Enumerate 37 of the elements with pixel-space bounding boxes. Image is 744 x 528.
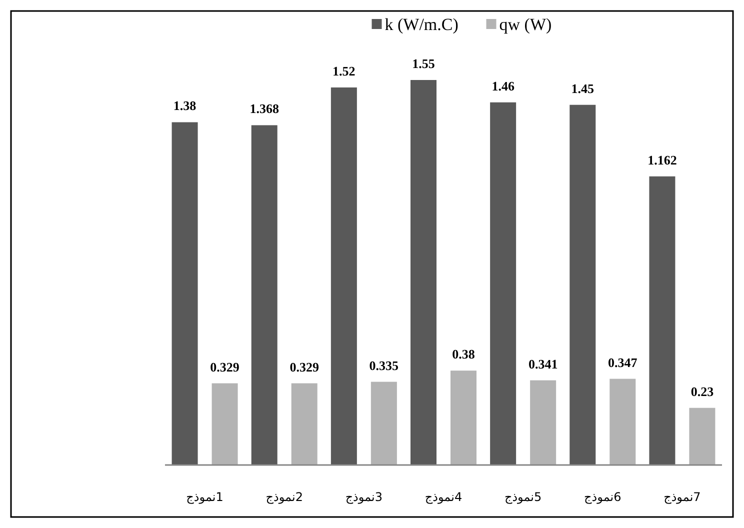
- legend-label: qw (W): [499, 15, 552, 34]
- data-label: 0.347: [608, 354, 638, 370]
- bar: [291, 383, 318, 465]
- x-tick-label: 7نموذج: [664, 490, 701, 504]
- data-label: 0.329: [290, 359, 320, 374]
- legend-label: k (W/m.C): [384, 15, 458, 34]
- bar: [610, 378, 636, 465]
- data-label: 1.46: [492, 78, 515, 94]
- x-tick-label: 3نموذج: [345, 490, 383, 504]
- x-tick-label: 5نموذج: [504, 490, 542, 504]
- data-label: 0.329: [210, 359, 240, 374]
- data-label: 1.38: [173, 98, 197, 114]
- data-label: 1.55: [412, 56, 436, 71]
- data-label: 1.368: [250, 101, 280, 116]
- bar: [570, 104, 596, 465]
- x-tick-label: 2نموذج: [266, 490, 303, 504]
- data-label: 0.335: [369, 358, 400, 373]
- bar: [649, 176, 676, 465]
- bar: [490, 102, 516, 465]
- bar: [689, 408, 716, 465]
- data-label: 0.38: [452, 346, 476, 362]
- data-label: 1.45: [571, 80, 595, 96]
- data-label: 1.52: [332, 63, 356, 78]
- bar: [410, 80, 436, 465]
- bar: [212, 383, 238, 465]
- x-tick-label: 6نموذج: [584, 490, 622, 504]
- data-label: 0.341: [528, 356, 558, 372]
- bar: [330, 87, 357, 465]
- bar: [251, 125, 278, 465]
- bar: [370, 382, 397, 465]
- x-tick-label: 1نموذج: [186, 490, 224, 504]
- bar: [172, 122, 198, 465]
- bar: [530, 380, 556, 465]
- data-label: 0.23: [690, 384, 714, 399]
- bar: [450, 370, 476, 465]
- x-tick-label: 4نموذج: [424, 490, 462, 504]
- data-label: 1.162: [648, 152, 677, 168]
